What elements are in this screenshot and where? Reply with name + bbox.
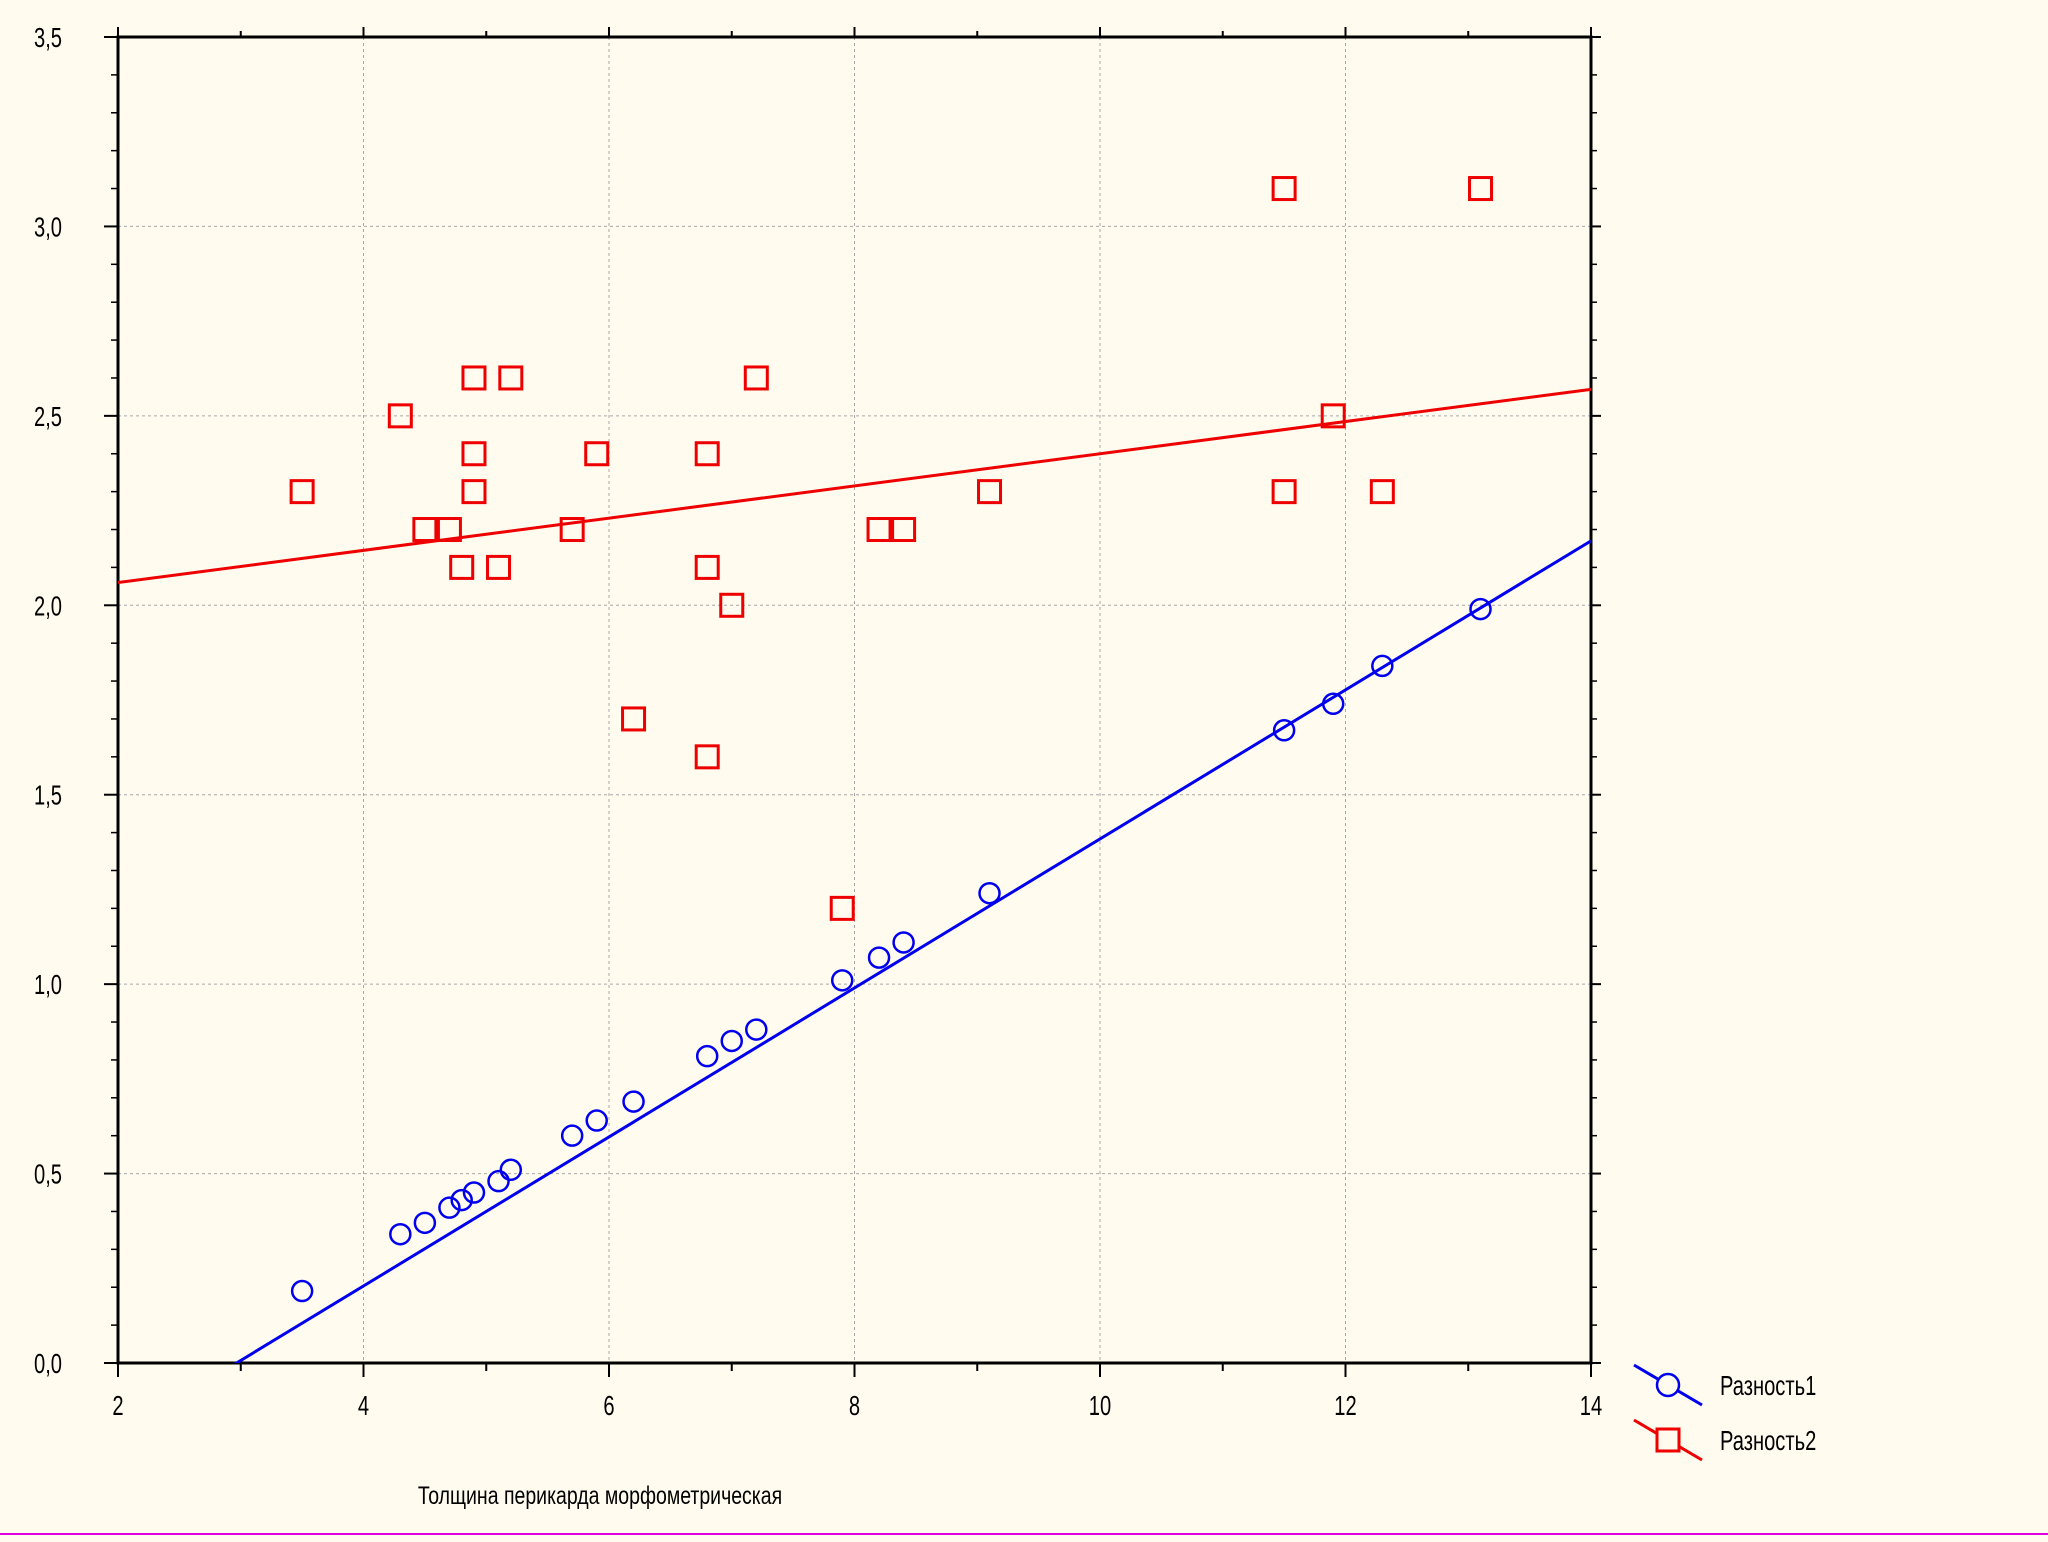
x-tick-label: 2: [112, 1391, 123, 1422]
y-tick-label: 2,5: [34, 402, 62, 433]
series-2-point: [387, 403, 413, 429]
series-2-point: [1468, 176, 1494, 202]
series-2-point: [743, 365, 769, 391]
series-1-point: [1321, 692, 1345, 716]
series-2-point: [719, 592, 745, 618]
series-2-point: [461, 441, 487, 467]
series-2-point: [866, 517, 892, 543]
grid-lines: [118, 37, 1591, 1363]
series-2-point: [1271, 479, 1297, 505]
y-tick-label: 0,0: [34, 1349, 62, 1380]
y-tick-label: 1,0: [34, 970, 62, 1001]
series-1-point: [978, 881, 1001, 905]
tick-labels: 2 4 6 8 10 12 14 0,0 0,5 1,0 1,5 2,0 2,5 3,0 3,5: [34, 23, 1602, 1422]
y-tick-label: 0,5: [34, 1159, 62, 1190]
series-1-point: [720, 1029, 743, 1053]
series-2-point: [621, 706, 647, 732]
series-1-point: [867, 946, 891, 969]
legend-label: Разность1: [1720, 1371, 1816, 1402]
series-1-point: [462, 1181, 486, 1204]
series-1-point: [450, 1188, 473, 1212]
series-1-point: [560, 1124, 584, 1147]
x-tick-label: 8: [849, 1391, 860, 1422]
series-2-point: [498, 365, 524, 391]
series-2-point: [461, 479, 487, 505]
fit-line-1: [233, 539, 1591, 1363]
series-2-point: [412, 517, 438, 543]
axis-ticks: [104, 27, 1601, 1377]
x-tick-label: 10: [1089, 1391, 1111, 1422]
series-2-point: [891, 517, 917, 543]
series-1-point: [622, 1090, 645, 1113]
y-tick-label: 3,5: [34, 23, 62, 54]
legend-square-marker: [1655, 1427, 1681, 1453]
series-1-point: [413, 1211, 437, 1235]
legend-item-2: Разность2: [1633, 1418, 1816, 1462]
series-1-point: [487, 1169, 510, 1193]
series-1-point: [1469, 597, 1492, 621]
series-1-point: [499, 1158, 523, 1182]
series-1-point: [389, 1222, 412, 1246]
series-2-point: [436, 517, 462, 543]
x-tick-label: 14: [1580, 1391, 1602, 1422]
series-1-point: [1371, 654, 1394, 678]
series-1-point: [830, 969, 854, 992]
series-2-point: [694, 441, 720, 467]
x-tick-label: 4: [358, 1391, 369, 1422]
data-points: [289, 176, 1494, 1303]
series-2-point: [449, 554, 475, 580]
x-axis-label: Толщина перикарда морфометрическая: [418, 1482, 782, 1510]
y-tick-label: 2,0: [34, 591, 62, 622]
series-1-point: [892, 931, 915, 954]
series-1-point: [1272, 719, 1296, 742]
bottom-border: [0, 1533, 2048, 1535]
series-1-point: [438, 1196, 461, 1219]
series-2-point: [694, 744, 720, 770]
series-2-point: [1320, 403, 1346, 429]
series-2-point: [829, 895, 855, 921]
y-tick-label: 1,5: [34, 781, 62, 812]
series-1-point: [290, 1279, 314, 1303]
series-2-point: [461, 365, 487, 391]
legend-item-1: Разность1: [1633, 1363, 1816, 1407]
y-tick-label: 3,0: [34, 212, 62, 243]
series-2-point: [486, 554, 512, 580]
series-2-point: [559, 517, 585, 543]
legend-circle-marker: [1655, 1372, 1681, 1398]
legend-label: Разность2: [1720, 1426, 1816, 1457]
series-2-point: [1369, 479, 1395, 505]
series-2-point: [977, 479, 1003, 505]
x-tick-label: 12: [1334, 1391, 1356, 1422]
legend: Разность1 Разность2: [1633, 1363, 1816, 1462]
x-tick-label: 6: [603, 1391, 614, 1422]
series-2-point: [1271, 176, 1297, 202]
series-1-point: [695, 1044, 719, 1068]
series-2-point: [694, 554, 720, 580]
series-1-point: [585, 1109, 608, 1132]
series-1-point: [745, 1018, 768, 1041]
series-2-point: [289, 479, 315, 505]
series-2-point: [584, 441, 610, 467]
